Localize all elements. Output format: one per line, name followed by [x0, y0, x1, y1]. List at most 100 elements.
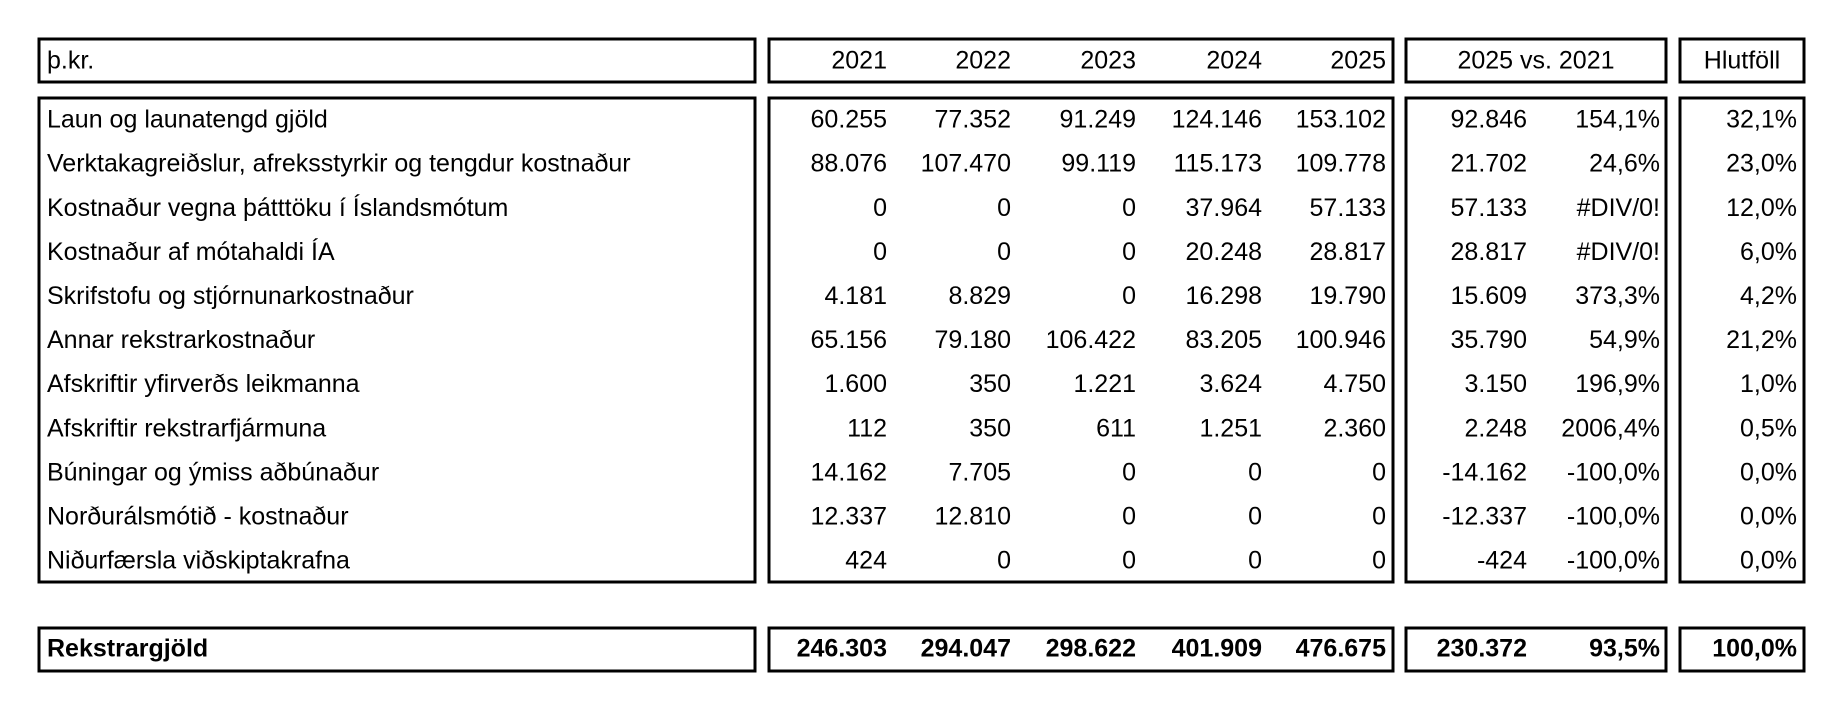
header-year: 2023 [1080, 47, 1136, 75]
cell: 106.422 [1046, 326, 1136, 354]
cell: 12.337 [811, 503, 887, 531]
header-year: 2021 [831, 47, 887, 75]
row-label: Kostnaður af mótahaldi ÍA [47, 237, 335, 266]
row-label: Annar rekstrarkostnaður [47, 326, 315, 354]
cell: 8.829 [948, 282, 1011, 310]
cell: 100,0% [1712, 635, 1797, 663]
cell: 0 [873, 238, 887, 266]
total-share-box [1678, 626, 1806, 673]
row-label: Búningar og ýmiss aðbúnaður [47, 458, 379, 486]
row-label: Laun og launatengd gjöld [47, 106, 328, 134]
header-years-box [767, 37, 1395, 84]
row-label: Afskriftir yfirverðs leikmanna [47, 370, 360, 398]
cell: 12,0% [1726, 194, 1797, 222]
cell: -12.337 [1442, 503, 1527, 531]
header-label: þ.kr. [47, 47, 94, 75]
cell: 57.133 [1451, 194, 1527, 222]
cell: 0,5% [1740, 414, 1797, 442]
cell: 1.600 [824, 370, 887, 398]
cell: 350 [969, 370, 1011, 398]
cell: 14.162 [811, 458, 887, 486]
cell: -100,0% [1567, 458, 1660, 486]
cell: 0 [997, 547, 1011, 575]
cell: 109.778 [1296, 150, 1386, 178]
cell: 153.102 [1296, 106, 1386, 134]
row-label: Kostnaður vegna þátttöku í Íslandsmótum [47, 193, 508, 222]
cell: 107.470 [921, 150, 1011, 178]
cell: 246.303 [797, 635, 887, 663]
cell: -100,0% [1567, 547, 1660, 575]
cell: 4.750 [1323, 370, 1386, 398]
cell: 79.180 [935, 326, 1011, 354]
cell: 23,0% [1726, 150, 1797, 178]
header-label-box [37, 37, 757, 84]
header-comparison: 2025 vs. 2021 [1457, 47, 1614, 75]
cell: 0 [1122, 503, 1136, 531]
cell: 12.810 [935, 503, 1011, 531]
cell: 0 [1122, 194, 1136, 222]
cell: 21,2% [1726, 326, 1797, 354]
cell: 21.702 [1451, 150, 1527, 178]
cell: 0 [1248, 458, 1262, 486]
cell: 1,0% [1740, 370, 1797, 398]
cell: 88.076 [811, 150, 887, 178]
header-share: Hlutföll [1704, 47, 1780, 75]
row-label: Niðurfærsla viðskiptakrafna [47, 547, 350, 575]
cell: 37.964 [1186, 194, 1263, 222]
cell: 0 [1122, 282, 1136, 310]
cell: 373,3% [1575, 282, 1660, 310]
cell: 91.249 [1060, 106, 1136, 134]
cell: 0,0% [1740, 503, 1797, 531]
cell: 6,0% [1740, 238, 1797, 266]
cell: 28.817 [1310, 238, 1386, 266]
cell: 7.705 [948, 458, 1011, 486]
cell: 298.622 [1046, 635, 1136, 663]
cell: 196,9% [1575, 370, 1660, 398]
cell: 0 [1372, 503, 1386, 531]
cell: 99.119 [1061, 150, 1136, 178]
cell: 2.360 [1323, 414, 1386, 442]
cell: 77.352 [935, 106, 1011, 134]
cell: 24,6% [1589, 150, 1660, 178]
cell: 3.150 [1464, 370, 1527, 398]
cell: 0 [1372, 458, 1386, 486]
cell: 124.146 [1172, 106, 1262, 134]
cell: 424 [845, 547, 887, 575]
cell: 65.156 [811, 326, 887, 354]
body-share-box [1678, 96, 1806, 584]
cell: 100.946 [1296, 326, 1386, 354]
cell: -100,0% [1567, 503, 1660, 531]
cell: 4.181 [824, 282, 887, 310]
cell: 401.909 [1172, 635, 1262, 663]
cell: 0 [1372, 547, 1386, 575]
cell: 60.255 [811, 106, 887, 134]
header-share-box [1678, 37, 1806, 84]
cell: 92.846 [1451, 106, 1527, 134]
total-label-box [37, 626, 757, 673]
cell: 15.609 [1451, 282, 1527, 310]
row-label: Verktakagreiðslur, afreksstyrkir og teng… [47, 150, 631, 178]
row-label: Norðurálsmótið - kostnaður [47, 503, 349, 531]
cell: 0 [997, 194, 1011, 222]
cell: 93,5% [1589, 635, 1660, 663]
cell: 32,1% [1726, 106, 1797, 134]
cell: 83.205 [1186, 326, 1262, 354]
cell: 294.047 [921, 635, 1011, 663]
cell: 20.248 [1186, 238, 1262, 266]
cell: 2.248 [1464, 414, 1527, 442]
cell: 0 [1122, 238, 1136, 266]
cell: 0 [997, 238, 1011, 266]
body-comparison-box [1404, 96, 1668, 584]
row-label: Skrifstofu og stjórnunarkostnaður [47, 282, 414, 310]
cell: 154,1% [1575, 106, 1660, 134]
cell: 0 [1248, 503, 1262, 531]
row-label: Afskriftir rekstrarfjármuna [47, 414, 326, 442]
cell: 35.790 [1451, 326, 1527, 354]
cell: 115.173 [1173, 150, 1262, 178]
cell: 4,2% [1740, 282, 1797, 310]
cell: 19.790 [1310, 282, 1386, 310]
header-year: 2025 [1330, 47, 1386, 75]
row-label: Rekstrargjöld [47, 635, 208, 663]
cell: 230.372 [1437, 635, 1527, 663]
